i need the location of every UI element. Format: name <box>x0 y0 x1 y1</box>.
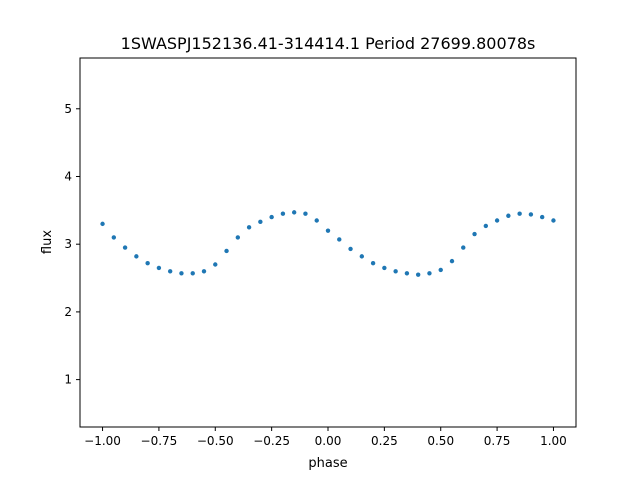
data-point <box>359 254 365 259</box>
y-axis-ticks: 1 2 3 4 5 <box>64 102 80 387</box>
data-point <box>393 269 398 274</box>
data-point <box>179 271 184 276</box>
data-point <box>314 218 319 223</box>
y-tick-label: 3 <box>64 237 72 251</box>
data-point <box>145 260 150 266</box>
x-axis-ticks: −1.00 −0.75 −0.50 −0.25 0.00 0.25 0.50 0.75 1.00 <box>84 427 567 448</box>
data-point <box>325 228 331 233</box>
data-point <box>100 221 105 227</box>
data-point <box>415 272 421 277</box>
data-point <box>382 265 387 271</box>
data-point <box>167 269 173 274</box>
data-point <box>190 271 195 276</box>
x-tick-label: −1.00 <box>84 434 121 448</box>
data-point <box>291 210 297 215</box>
data-point <box>449 258 455 264</box>
chart-title: 1SWASPJ152136.41-314414.1 Period 27699.8… <box>121 34 536 53</box>
data-point <box>517 211 522 216</box>
data-point <box>528 212 534 217</box>
y-tick-label: 5 <box>64 102 72 116</box>
data-point <box>280 211 286 216</box>
data-point <box>370 260 376 266</box>
scatter-points <box>100 210 556 277</box>
data-point <box>258 219 263 225</box>
data-point <box>213 262 218 267</box>
data-point <box>224 248 229 254</box>
x-tick-label: −0.75 <box>141 434 178 448</box>
x-tick-label: −0.25 <box>253 434 290 448</box>
x-tick-label: 0.75 <box>484 434 511 448</box>
data-point <box>483 223 489 229</box>
data-point <box>506 213 511 218</box>
data-point <box>235 235 241 240</box>
data-point <box>461 245 466 250</box>
x-tick-label: 0.50 <box>427 434 454 448</box>
x-axis-label: phase <box>308 456 347 471</box>
data-point <box>348 246 353 252</box>
data-point <box>472 231 477 237</box>
y-tick-label: 4 <box>64 169 72 183</box>
data-point <box>337 237 342 242</box>
data-point <box>438 267 443 273</box>
data-point <box>427 271 432 276</box>
data-point <box>122 245 128 250</box>
data-point <box>134 254 139 259</box>
data-point <box>303 211 308 216</box>
data-point <box>201 269 207 274</box>
y-axis-label: flux <box>40 230 55 254</box>
y-tick-label: 2 <box>64 305 72 319</box>
data-point <box>539 214 545 220</box>
y-tick-label: 1 <box>64 373 72 387</box>
x-tick-label: −0.50 <box>197 434 234 448</box>
x-tick-label: 0.00 <box>315 434 342 448</box>
data-point <box>551 218 556 223</box>
x-tick-label: 0.25 <box>371 434 398 448</box>
data-point <box>111 235 117 240</box>
data-point <box>494 218 500 223</box>
data-point <box>269 214 274 220</box>
data-point <box>246 225 252 230</box>
data-point <box>404 271 410 276</box>
x-tick-label: 1.00 <box>540 434 567 448</box>
data-point <box>156 265 162 271</box>
